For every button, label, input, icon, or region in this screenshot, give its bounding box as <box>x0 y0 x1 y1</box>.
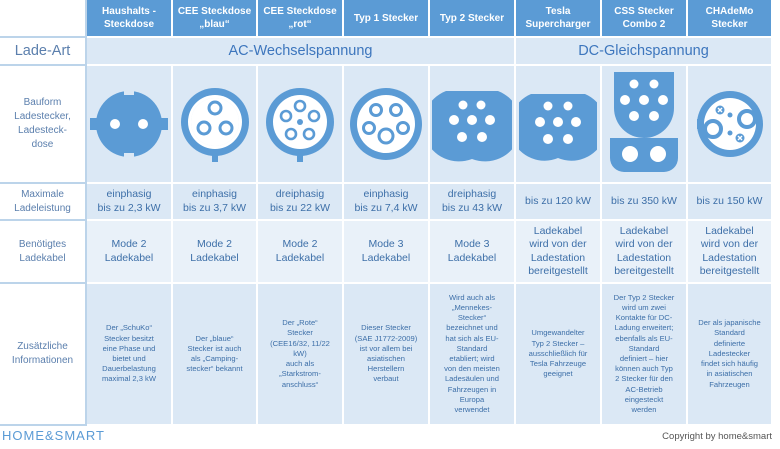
label-ladekabel: Benötigtes Ladekabel <box>0 221 87 284</box>
info-typ1: Dieser Stecker (SAE J1772-2009) ist vor … <box>344 284 430 426</box>
cee-red-plug-icon <box>266 88 334 162</box>
kabel-haushalts: Mode 2 Ladekabel <box>87 221 173 284</box>
info-typ2: Wird auch als „Mennekes- Stecker“ bezeic… <box>430 284 516 426</box>
label-informationen: Zusätzliche Informationen <box>0 284 87 426</box>
cee-blue-plug-icon <box>180 88 249 162</box>
info-tesla: Umgewandelter Typ 2 Stecker – ausschließ… <box>516 284 602 426</box>
kabel-typ2: Mode 3 Ladekabel <box>430 221 516 284</box>
header-cee-blau: CEE Steckdose „blau“ <box>173 0 258 38</box>
header-tesla: Tesla Supercharger <box>516 0 602 38</box>
header-haushalts: Haushalts - Steckdose <box>87 0 173 38</box>
info-chademo: Der als japanische Standard definierte L… <box>688 284 773 426</box>
ccs-combo2-plug-icon <box>610 72 678 172</box>
kabel-tesla: Ladekabel wird von der Ladestation berei… <box>516 221 602 284</box>
kabel-chademo: Ladekabel wird von der Ladestation berei… <box>688 221 773 284</box>
copyright-text: Copyright by home&smart <box>662 431 772 442</box>
leistung-typ1: einphasig bis zu 7,4 kW <box>344 184 430 221</box>
header-typ2: Typ 2 Stecker <box>430 0 516 38</box>
plug-cell-chademo <box>688 66 773 184</box>
header-cee-rot: CEE Steckdose „rot“ <box>258 0 344 38</box>
type1-plug-icon <box>350 88 422 160</box>
kabel-typ1: Mode 3 Ladekabel <box>344 221 430 284</box>
leistung-cee-blau: einphasig bis zu 3,7 kW <box>173 184 258 221</box>
tesla-plug-icon <box>519 94 597 161</box>
leistung-typ2: dreiphasig bis zu 43 kW <box>430 184 516 221</box>
leistung-chademo: bis zu 150 kW <box>688 184 773 221</box>
label-lade-art: Lade-Art <box>0 38 87 66</box>
header-corner <box>0 0 87 38</box>
plug-cell-css <box>602 66 688 184</box>
info-cee-blau: Der „blaue“ Stecker ist auch als „Campin… <box>173 284 258 426</box>
info-haushalts: Der „SchuKo“ Stecker besitzt eine Phase … <box>87 284 173 426</box>
type2-plug-icon <box>432 91 512 162</box>
schuko-plug-icon <box>90 90 168 158</box>
plug-cell-cee-blau <box>173 66 258 184</box>
plug-cell-cee-rot <box>258 66 344 184</box>
kabel-cee-blau: Mode 2 Ladekabel <box>173 221 258 284</box>
kabel-cee-rot: Mode 2 Ladekabel <box>258 221 344 284</box>
band-dc: DC-Gleichspannung <box>516 38 773 66</box>
label-ladeleistung: Maximale Ladeleistung <box>0 184 87 221</box>
kabel-css: Ladekabel wird von der Ladestation berei… <box>602 221 688 284</box>
info-cee-rot: Der „Rote“ Stecker (CEE16/32, 11/22 kW) … <box>258 284 344 426</box>
plug-cell-typ1 <box>344 66 430 184</box>
leistung-cee-rot: dreiphasig bis zu 22 kW <box>258 184 344 221</box>
plug-cell-typ2 <box>430 66 516 184</box>
header-css: CSS Stecker Combo 2 <box>602 0 688 38</box>
leistung-css: bis zu 350 kW <box>602 184 688 221</box>
info-css: Der Typ 2 Stecker wird um zwei Kontakte … <box>602 284 688 426</box>
header-chademo: CHAdeMo Stecker <box>688 0 773 38</box>
plug-cell-schuko <box>87 66 173 184</box>
plug-cell-tesla <box>516 66 602 184</box>
band-ac: AC-Wechselspannung <box>87 38 516 66</box>
label-bauform: Bauform Ladestecker, Ladesteck- dose <box>0 66 87 184</box>
header-typ1: Typ 1 Stecker <box>344 0 430 38</box>
brand-logo: HOME&SMART <box>2 428 105 443</box>
chademo-plug-icon <box>696 91 763 157</box>
leistung-haushalts: einphasig bis zu 2,3 kW <box>87 184 173 221</box>
leistung-tesla: bis zu 120 kW <box>516 184 602 221</box>
